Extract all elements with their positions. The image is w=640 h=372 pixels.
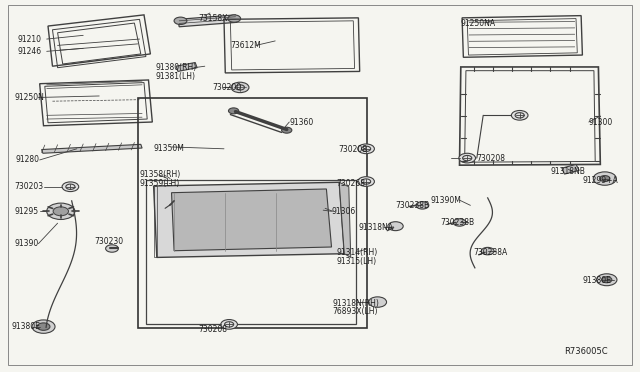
- Text: 730208: 730208: [198, 325, 227, 334]
- Circle shape: [231, 82, 249, 93]
- Circle shape: [459, 153, 476, 163]
- Text: 91295: 91295: [14, 207, 38, 216]
- Text: 91300: 91300: [589, 118, 613, 126]
- Polygon shape: [176, 62, 197, 71]
- Text: 91210: 91210: [18, 35, 42, 44]
- Circle shape: [228, 15, 241, 22]
- Circle shape: [37, 323, 50, 330]
- Text: 91318NA: 91318NA: [358, 223, 394, 232]
- Text: 76893X(LH): 76893X(LH): [333, 307, 378, 316]
- Text: 730208: 730208: [477, 154, 506, 163]
- Text: 91381(LH): 91381(LH): [156, 72, 196, 81]
- Text: 91358(RH): 91358(RH): [140, 170, 180, 179]
- Text: 730268: 730268: [337, 179, 365, 187]
- Circle shape: [358, 177, 374, 186]
- Text: 91359(LH): 91359(LH): [140, 179, 180, 187]
- Polygon shape: [339, 182, 351, 257]
- Text: 91380(RH): 91380(RH): [156, 63, 196, 72]
- Text: 91318NB: 91318NB: [550, 167, 585, 176]
- Circle shape: [358, 144, 374, 154]
- Circle shape: [106, 245, 118, 252]
- Bar: [146, 180, 356, 324]
- Text: 91315(LH): 91315(LH): [337, 257, 377, 266]
- Circle shape: [62, 182, 79, 192]
- Polygon shape: [178, 15, 237, 27]
- Text: 73158X: 73158X: [198, 14, 228, 23]
- Text: 91360: 91360: [289, 118, 314, 126]
- Text: 91380E: 91380E: [12, 322, 40, 331]
- Circle shape: [282, 127, 292, 133]
- Text: 91314(RH): 91314(RH): [337, 248, 378, 257]
- Text: 730230: 730230: [95, 237, 124, 246]
- Circle shape: [511, 110, 528, 120]
- Text: 91280: 91280: [16, 155, 40, 164]
- Polygon shape: [154, 182, 344, 257]
- Circle shape: [369, 297, 387, 307]
- Circle shape: [416, 202, 429, 209]
- Text: 730238B: 730238B: [440, 218, 474, 227]
- Text: 91390M: 91390M: [430, 196, 461, 205]
- Bar: [138, 98, 367, 328]
- Text: 730200: 730200: [212, 83, 242, 92]
- Text: 91250N: 91250N: [14, 93, 44, 102]
- Text: 91380E: 91380E: [582, 276, 611, 285]
- Circle shape: [388, 222, 403, 231]
- Polygon shape: [42, 144, 142, 153]
- Text: 91390: 91390: [14, 239, 38, 248]
- Circle shape: [47, 203, 75, 219]
- Text: 91250NA: 91250NA: [461, 19, 496, 28]
- Text: 73612M: 73612M: [230, 41, 261, 50]
- Text: 91299+A: 91299+A: [582, 176, 618, 185]
- Text: 730238B: 730238B: [396, 201, 429, 210]
- Circle shape: [32, 320, 55, 333]
- Circle shape: [53, 207, 68, 216]
- Polygon shape: [172, 189, 332, 251]
- Text: 730208: 730208: [338, 145, 367, 154]
- Circle shape: [221, 320, 237, 329]
- Text: R736005C: R736005C: [564, 347, 608, 356]
- Circle shape: [453, 219, 466, 226]
- Circle shape: [600, 176, 610, 182]
- Text: 91246: 91246: [18, 47, 42, 56]
- Circle shape: [593, 172, 616, 185]
- Text: 91306: 91306: [332, 207, 356, 216]
- Circle shape: [596, 274, 617, 286]
- Circle shape: [602, 277, 612, 283]
- Text: 730238A: 730238A: [474, 248, 508, 257]
- Text: 730203: 730203: [14, 182, 44, 191]
- Circle shape: [174, 17, 187, 25]
- Text: 91350M: 91350M: [154, 144, 184, 153]
- Polygon shape: [562, 164, 579, 174]
- Circle shape: [481, 247, 494, 255]
- Circle shape: [228, 108, 239, 114]
- Text: 91318N(RH): 91318N(RH): [333, 299, 380, 308]
